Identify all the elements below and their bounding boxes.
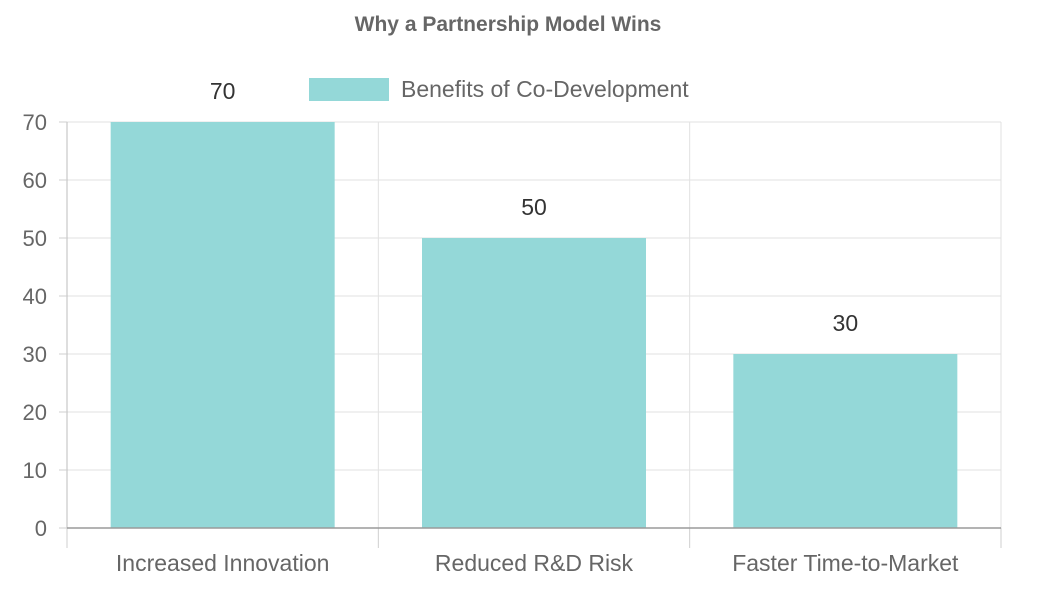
y-tick-label: 70: [23, 110, 47, 135]
chart-title: Why a Partnership Model Wins: [355, 13, 662, 36]
legend-swatch: [309, 78, 389, 101]
x-tick-label: Increased Innovation: [116, 550, 330, 576]
bar[interactable]: [733, 354, 958, 528]
bar-value-label: 70: [210, 78, 236, 104]
y-tick-label: 0: [35, 516, 47, 541]
bar-value-label: 50: [521, 194, 547, 220]
bar[interactable]: [110, 122, 335, 528]
bar[interactable]: [422, 238, 646, 528]
bars: 70 50 30: [110, 78, 958, 528]
x-tick-label: Reduced R&D Risk: [435, 550, 634, 576]
y-tick-label: 40: [23, 284, 47, 309]
y-tick-label: 60: [23, 168, 47, 193]
y-tick-label: 30: [23, 342, 47, 367]
legend[interactable]: Benefits of Co-Development: [309, 76, 689, 102]
x-tick-label: Faster Time-to-Market: [732, 550, 959, 576]
y-tick-label: 50: [23, 226, 47, 251]
axes: 0 10 20 30 40 50 60 70 Increased Innovation Reduc…: [23, 110, 1002, 576]
bar-value-label: 30: [833, 310, 859, 336]
legend-label: Benefits of Co-Development: [401, 76, 689, 102]
y-tick-label: 10: [23, 458, 47, 483]
y-tick-label: 20: [23, 400, 47, 425]
